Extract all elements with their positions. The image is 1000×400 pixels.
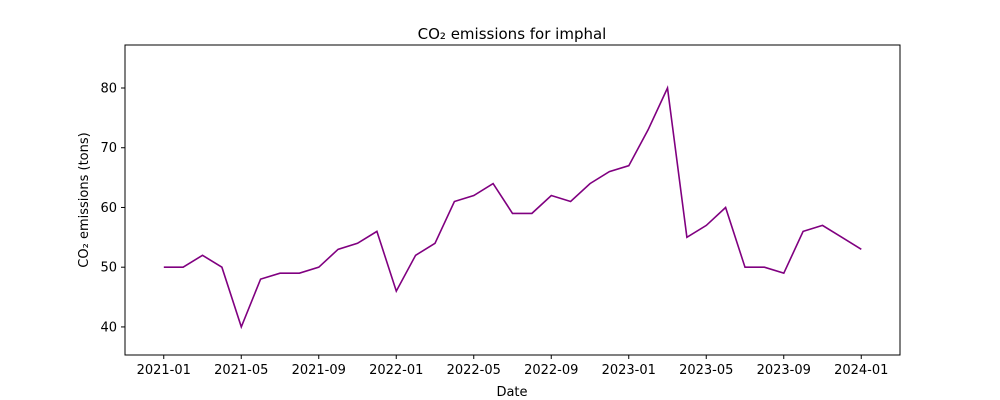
plot-frame [124, 44, 901, 356]
x-tick-label: 2024-01 [834, 363, 888, 378]
x-tick-label: 2021-09 [292, 363, 346, 378]
x-axis-label: Date [496, 385, 527, 400]
data-line [163, 85, 862, 330]
x-tick-label: 2023-05 [679, 363, 733, 378]
x-tick-label: 2022-01 [369, 363, 423, 378]
y-tick-label: 80 [100, 82, 117, 97]
x-tick-label: 2022-09 [524, 363, 578, 378]
y-axis-label: CO₂ emissions (tons) [77, 132, 92, 267]
y-tick-label: 40 [100, 320, 117, 335]
y-tick-label: 70 [100, 141, 117, 156]
x-tick-label: 2021-01 [137, 363, 191, 378]
y-tick-label: 50 [100, 261, 117, 276]
y-tick-label: 60 [100, 201, 117, 216]
x-tick-label: 2022-05 [447, 363, 501, 378]
x-tick-label: 2023-01 [602, 363, 656, 378]
chart-title: CO₂ emissions for imphal [418, 25, 607, 43]
x-tick-label: 2023-09 [757, 363, 811, 378]
x-tick-label: 2021-05 [214, 363, 268, 378]
